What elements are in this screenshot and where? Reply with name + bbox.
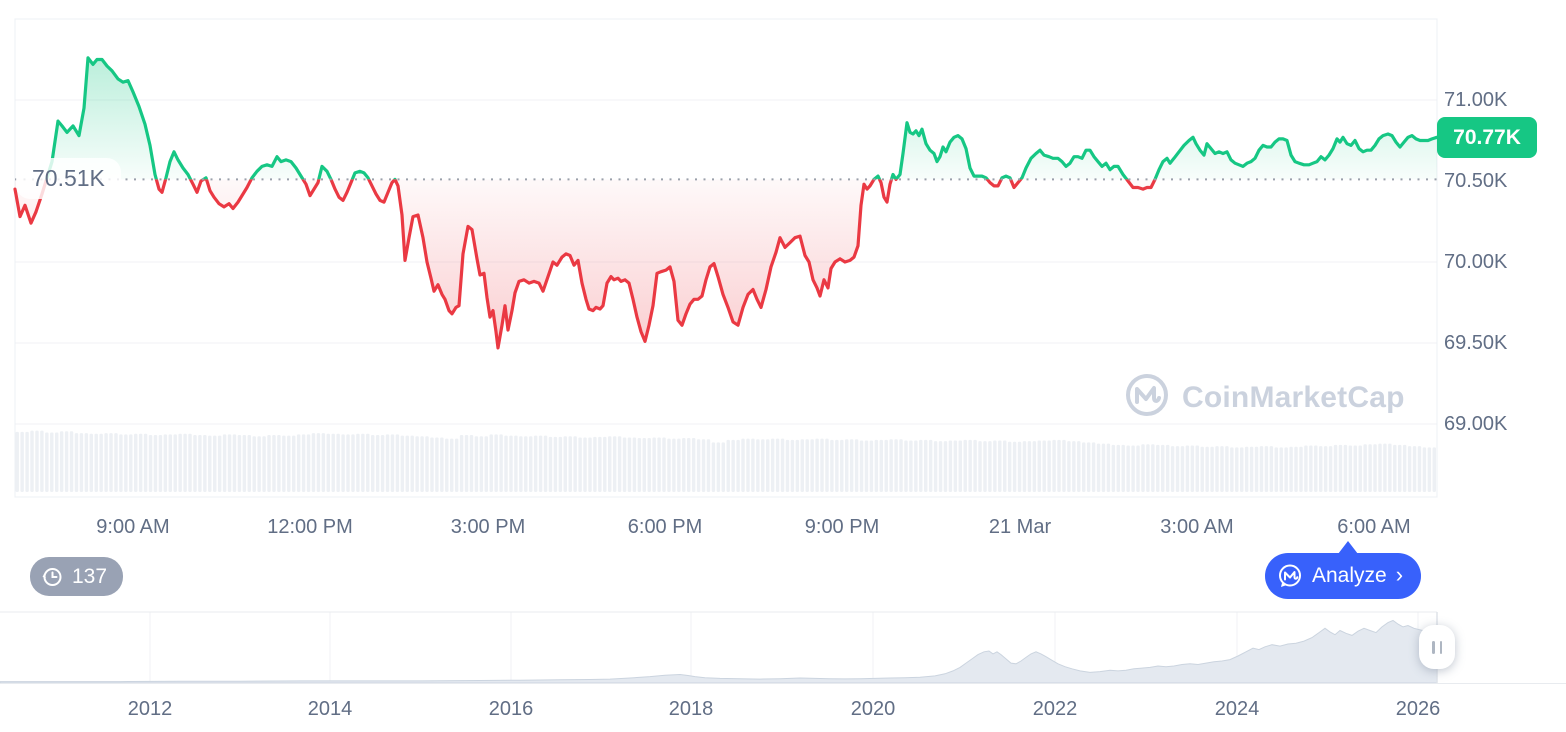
analyze-label: Analyze xyxy=(1312,564,1387,587)
year-label: 2014 xyxy=(307,698,353,720)
analyze-pointer-icon xyxy=(1338,541,1358,554)
year-label: 2026 xyxy=(1395,698,1441,720)
range-selector-handle[interactable] xyxy=(1419,625,1455,669)
volume-bars xyxy=(15,430,1436,492)
year-label: 2018 xyxy=(668,698,714,720)
year-label: 2016 xyxy=(488,698,534,720)
x-axis-label: 3:00 AM xyxy=(1160,516,1234,538)
pause-bar-icon xyxy=(1432,640,1435,654)
y-axis-label: 70.50K xyxy=(1444,170,1508,192)
pause-bar-icon xyxy=(1439,640,1442,654)
year-label: 2024 xyxy=(1214,698,1260,720)
x-axis-label: 9:00 PM xyxy=(804,516,880,538)
year-label: 2012 xyxy=(127,698,173,720)
analyze-logo-icon xyxy=(1277,563,1303,589)
history-icon xyxy=(40,565,64,589)
x-axis-label: 21 Mar xyxy=(988,516,1052,538)
current-price-badge: 70.77K xyxy=(1437,117,1537,158)
x-axis-label: 3:00 PM xyxy=(450,516,526,538)
history-count: 137 xyxy=(72,564,108,588)
history-count-badge[interactable]: 137 xyxy=(19,557,124,596)
open-price-label: 70.51K xyxy=(16,158,121,199)
x-axis-label: 6:00 AM xyxy=(1337,516,1411,538)
y-axis-label: 69.00K xyxy=(1444,413,1508,435)
x-axis-label: 9:00 AM xyxy=(96,516,170,538)
analyze-button[interactable]: Analyze › xyxy=(1265,553,1422,599)
watermark-text: CoinMarketCap xyxy=(1182,380,1405,414)
year-label: 2020 xyxy=(850,698,896,720)
watermark: CoinMarketCap xyxy=(1124,372,1405,423)
y-axis-label: 70.00K xyxy=(1444,251,1508,273)
chevron-right-icon: › xyxy=(1395,562,1404,587)
x-axis-label: 6:00 PM xyxy=(627,516,703,538)
year-label: 2022 xyxy=(1032,698,1078,720)
y-axis-label: 71.00K xyxy=(1444,89,1508,111)
coinmarketcap-logo-icon xyxy=(1124,372,1170,423)
x-axis-label: 12:00 PM xyxy=(267,516,353,538)
y-axis-label: 69.50K xyxy=(1444,332,1508,354)
